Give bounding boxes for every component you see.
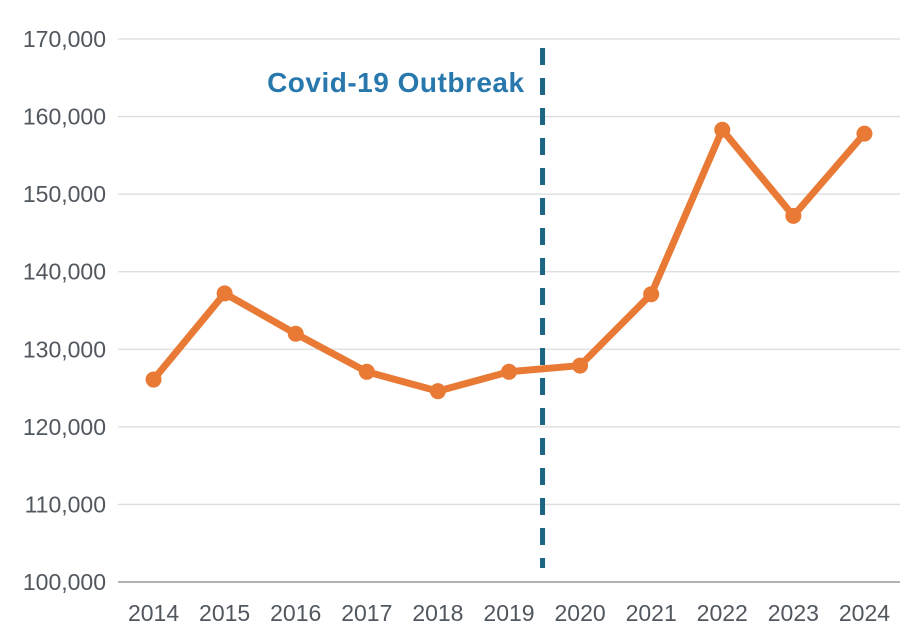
data-point-2019 (501, 363, 517, 380)
data-point-2020 (572, 357, 589, 374)
data-point-2023 (785, 207, 802, 224)
y-tick-label: 160,000 (23, 104, 106, 130)
data-point-2016 (287, 325, 304, 342)
data-point-2018 (429, 383, 446, 400)
x-tick-label: 2015 (199, 600, 250, 626)
data-point-2017 (358, 363, 375, 380)
x-tick-label: 2023 (768, 600, 819, 626)
x-tick-label: 2024 (839, 600, 890, 626)
x-tick-label: 2018 (412, 600, 463, 626)
covid-annotation-label: Covid-19 Outbreak (267, 67, 524, 98)
y-tick-label: 120,000 (23, 414, 106, 440)
x-tick-label: 2017 (341, 600, 392, 626)
x-tick-label: 2014 (128, 600, 179, 626)
x-tick-label: 2022 (697, 600, 748, 626)
y-tick-label: 110,000 (25, 491, 106, 517)
y-tick-label: 100,000 (23, 569, 106, 595)
y-tick-label: 140,000 (23, 259, 106, 285)
x-tick-label: 2016 (270, 600, 321, 626)
x-tick-label: 2021 (626, 600, 677, 626)
data-point-2021 (643, 286, 660, 303)
series-line (150, 126, 868, 395)
y-tick-label: 150,000 (23, 181, 106, 207)
data-point-2014 (145, 371, 162, 388)
x-tick-label: 2019 (483, 600, 534, 626)
y-tick-label: 170,000 (23, 26, 106, 52)
data-point-2015 (216, 285, 233, 302)
data-point-2022 (714, 121, 731, 138)
y-tick-label: 130,000 (23, 336, 106, 362)
data-point-2024 (856, 125, 873, 142)
x-tick-label: 2020 (555, 600, 606, 626)
